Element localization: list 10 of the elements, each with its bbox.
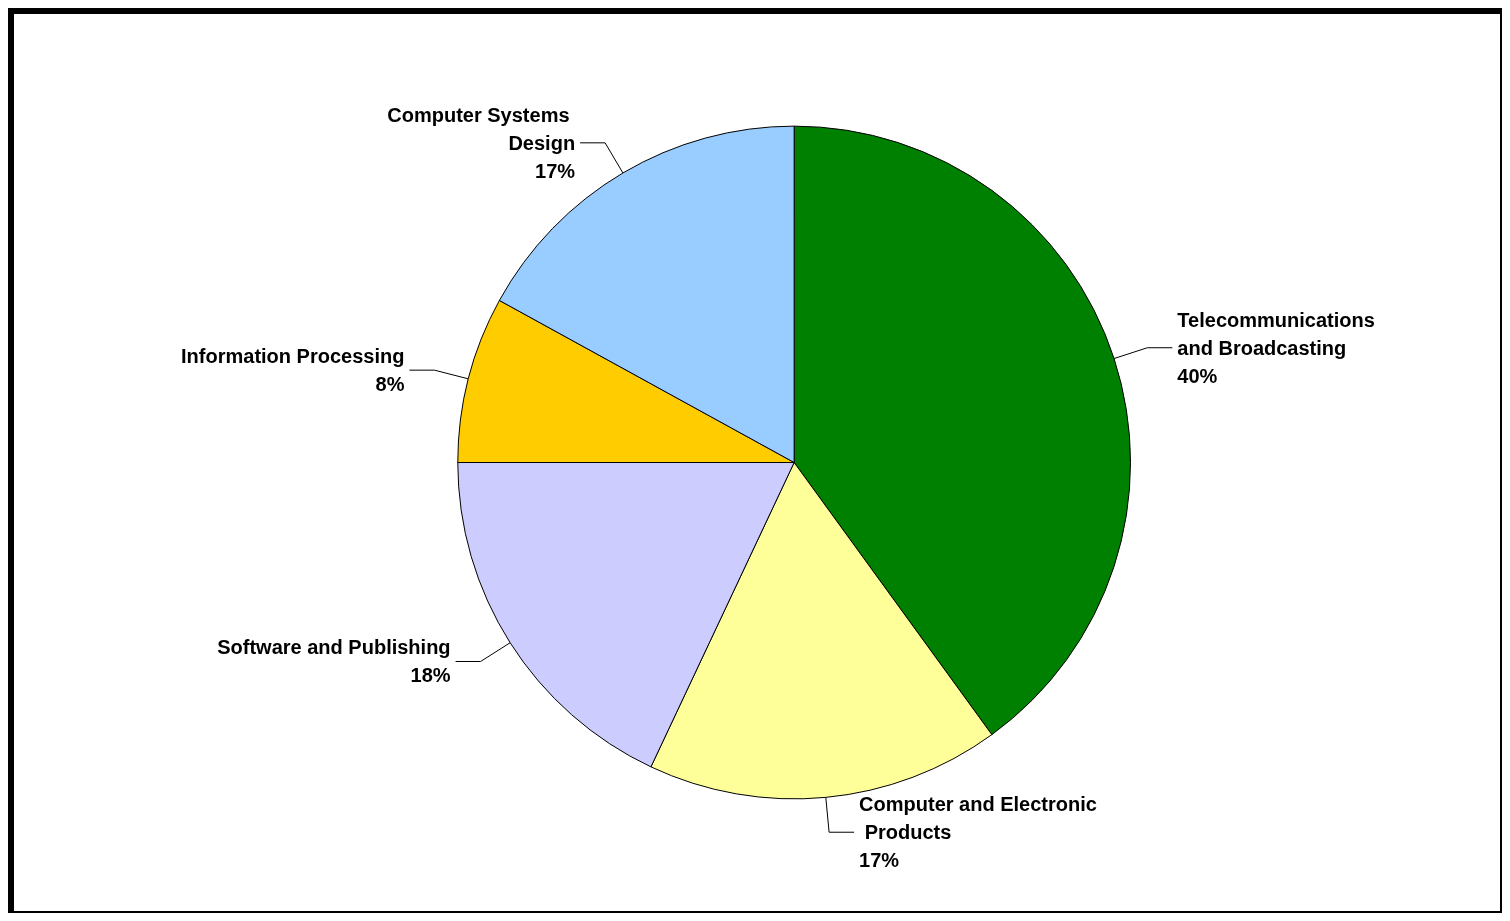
data-label: 8% — [375, 373, 405, 396]
slice-label: Software and Publishing — [217, 636, 451, 659]
data-label: 18% — [410, 664, 451, 687]
data-label: 40% — [1177, 364, 1218, 387]
slice-label: Information Processing — [181, 345, 405, 368]
slice-label: Computer and Electronic Products — [859, 793, 1097, 844]
data-label: 17% — [535, 159, 576, 182]
slice-label: Computer Systems Design — [387, 103, 576, 154]
slice-label: Telecommunications and Broadcasting — [1177, 308, 1381, 359]
data-label: 17% — [859, 849, 900, 872]
